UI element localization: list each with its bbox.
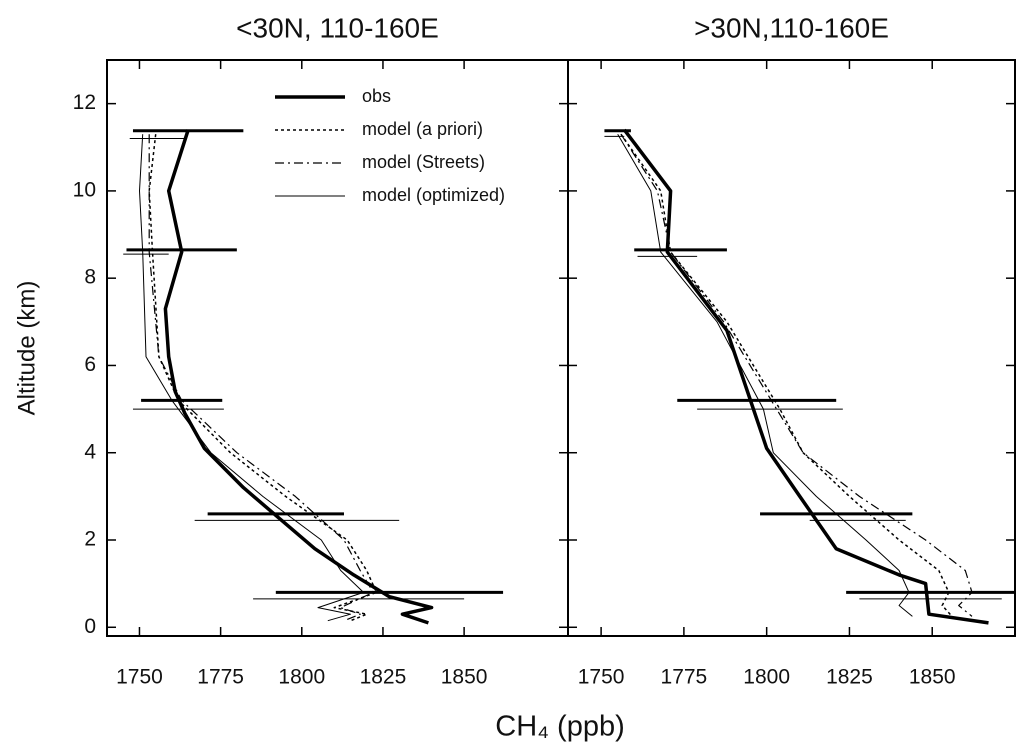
y-tick-label: 2 [84,528,96,551]
x-tick-label: 1750 [116,666,163,689]
plot-area [604,128,1015,625]
y-tick-label: 12 [73,91,96,114]
profile-line [139,134,364,622]
y-tick-label: 6 [84,353,96,376]
profile-line [148,134,374,622]
profile-line [622,128,989,625]
plot-frame [567,59,1016,637]
y-tick-label: 0 [84,615,96,638]
x-tick-label: 1800 [278,666,325,689]
profile-line [148,134,378,622]
legend-label: model (Streets) [362,152,485,172]
x-tick-label: 1800 [743,666,790,689]
y-tick-label: 10 [73,178,96,201]
plot-frame [106,59,569,637]
legend-label: model (a priori) [362,119,483,139]
y-axis-label: Altitude (km) [13,281,40,416]
legend-label: model (optimized) [362,185,505,205]
x-tick-label: 1825 [826,666,873,689]
profile-line [617,133,913,617]
chart-title: <30N, 110-160E [236,12,439,43]
x-tick-label: 1775 [197,666,244,689]
x-tick-label: 1850 [441,666,488,689]
y-tick-label: 8 [84,266,96,289]
x-tick-label: 1775 [661,666,708,689]
x-tick-label: 1750 [578,666,625,689]
chart-title: >30N,110-160E [694,12,889,43]
x-axis-label: CH₄ (ppb) [495,711,624,743]
plot-area [123,129,504,625]
profile-line [620,133,973,617]
profile-line [163,129,434,625]
legend-label: obs [362,86,391,106]
y-tick-label: 4 [84,440,96,463]
x-tick-label: 1825 [360,666,407,689]
x-tick-label: 1850 [909,666,956,689]
